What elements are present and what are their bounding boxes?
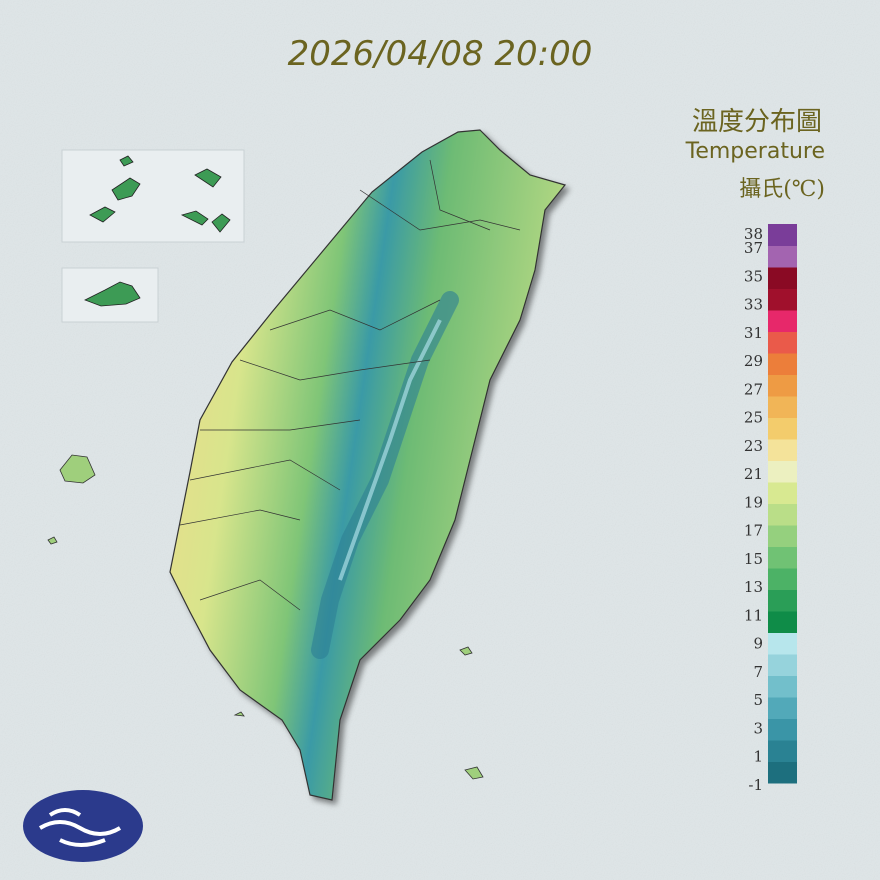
legend-label: 1 — [753, 748, 763, 766]
legend-label: 19 — [744, 493, 763, 511]
map-time: 2026/04/08 20:00 — [288, 34, 593, 74]
legend-swatch — [768, 654, 797, 676]
county-borders — [179, 159, 521, 611]
logo-mark — [38, 808, 122, 847]
legend-swatch — [768, 740, 797, 762]
legend-swatch — [768, 525, 797, 547]
legend-label: 35 — [744, 267, 763, 285]
legend-swatch — [768, 417, 797, 440]
legend-swatch — [768, 568, 797, 590]
legend-label: 15 — [744, 550, 763, 568]
inset-islands — [89, 155, 231, 233]
legend-label: 11 — [744, 606, 763, 624]
mountain-peaks — [338, 319, 442, 581]
legend-label: 5 — [753, 691, 763, 709]
legend-swatch — [768, 267, 797, 289]
inset-box — [61, 149, 245, 243]
legend-label: 21 — [744, 465, 763, 483]
legend-label: 31 — [744, 324, 763, 342]
small-islands — [47, 454, 484, 780]
legend-label: 38 — [744, 225, 763, 243]
legend-swatch — [768, 546, 797, 569]
legend-swatch — [768, 697, 797, 719]
legend-swatch — [768, 460, 797, 483]
legend-swatch — [768, 439, 797, 461]
legend-swatch — [768, 761, 797, 784]
legend-swatch — [768, 310, 797, 332]
legend-swatch — [768, 589, 797, 612]
legend-label: -1 — [748, 776, 763, 794]
legend-swatch — [768, 503, 797, 526]
legend-swatch — [768, 245, 797, 268]
legend-swatch — [768, 353, 797, 375]
legend-label: 23 — [744, 437, 763, 455]
main-island — [169, 129, 567, 801]
legend-unit: 攝氏(℃) — [739, 177, 825, 202]
legend-label: 25 — [744, 409, 763, 427]
legend-swatch — [768, 482, 797, 504]
legend-swatch — [768, 288, 797, 311]
legend-swatch — [768, 374, 797, 397]
legend-label: 3 — [753, 719, 763, 737]
legend-label: 37 — [744, 239, 763, 257]
legend-swatch — [768, 224, 797, 246]
logo — [23, 790, 143, 862]
legend-swatch — [768, 611, 797, 633]
legend-swatch — [768, 718, 797, 741]
legend-label: 9 — [753, 635, 763, 653]
legend-title: 溫度分布圖 — [692, 107, 822, 137]
legend-swatch — [768, 331, 797, 354]
legend-label: 7 — [753, 663, 763, 681]
legend-subtitle: Temperature — [685, 139, 825, 164]
legend-swatch — [768, 396, 797, 418]
inset-island — [84, 281, 141, 307]
legend-swatch — [768, 675, 797, 698]
legend-label: 29 — [744, 352, 763, 370]
legend-label: 27 — [744, 380, 763, 398]
legend-label: 33 — [744, 296, 763, 314]
legend-label: 17 — [744, 522, 763, 540]
legend-label: 13 — [744, 578, 763, 596]
legend-swatch — [768, 632, 797, 655]
